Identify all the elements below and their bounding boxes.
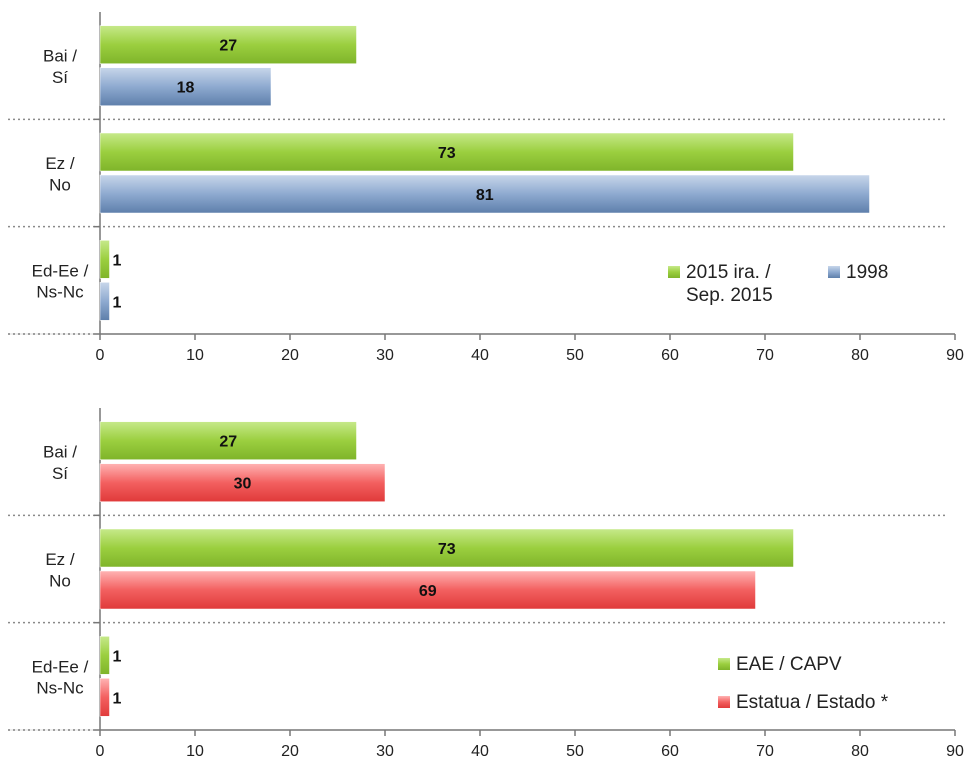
category-label: Ed-Ee / Ns-Nc (32, 261, 89, 301)
legend-label: EAE / CAPV (736, 654, 842, 675)
legend-label: 1998 (846, 262, 888, 283)
legend-swatch (718, 696, 730, 708)
category-label-line: Ns-Nc (36, 283, 84, 302)
bar (99, 240, 110, 279)
bar (99, 67, 272, 106)
bar (99, 174, 870, 214)
x-tick-label: 30 (376, 743, 394, 760)
category-label: Ez / No (45, 550, 75, 590)
bar (99, 132, 794, 172)
x-tick-label: 80 (851, 347, 869, 364)
category-label-line: Sí (52, 68, 68, 87)
category-label-line: Sí (52, 464, 68, 483)
x-tick-label: 90 (946, 743, 964, 760)
legend-swatch (668, 266, 680, 278)
x-tick-label: 70 (756, 347, 774, 364)
chart-panel-2: 0 10 20 30 40 50 60 70 80 90 Bai / Sí 27 30 Ez / No 73 69… (8, 408, 964, 760)
category-label-line: Ez / (45, 550, 75, 569)
category-label: Ez / No (45, 154, 75, 194)
bar (99, 25, 357, 64)
bar-value-label: 27 (219, 38, 237, 55)
x-tick-label: 60 (661, 743, 679, 760)
category-label-line: Ez / (45, 154, 75, 173)
legend-swatch (828, 266, 840, 278)
x-tick-label: 70 (756, 743, 774, 760)
category-label-line: No (49, 571, 71, 590)
legend-label-line: Sep. 2015 (686, 285, 773, 306)
legend-label: Estatua / Estado * (736, 692, 889, 713)
chart-panel-1: 0 10 20 30 40 50 60 70 80 90 Bai / Sí 27 18 Ez / No 73 81… (8, 12, 964, 364)
bar (99, 282, 110, 321)
x-tick-label: 50 (566, 347, 584, 364)
bar-value-label: 69 (419, 583, 437, 600)
category-label: Bai / Sí (43, 443, 77, 483)
category-label-line: Bai / (43, 47, 77, 66)
legend-swatch (718, 658, 730, 670)
category-label-line: No (49, 175, 71, 194)
bar (99, 678, 110, 717)
x-tick-label: 20 (281, 347, 299, 364)
bar-value-label: 1 (113, 294, 122, 311)
bar-value-label: 1 (113, 252, 122, 269)
bar (99, 421, 357, 460)
x-tick-label: 10 (186, 743, 204, 760)
bar-value-label: 73 (438, 541, 456, 558)
bar (99, 570, 756, 610)
bar-value-label: 18 (177, 80, 195, 97)
category-label-line: Ed-Ee / (32, 657, 89, 676)
x-tick-label: 30 (376, 347, 394, 364)
x-tick-label: 90 (946, 347, 964, 364)
bar-value-label: 27 (219, 434, 237, 451)
category-label-line: Ns-Nc (36, 679, 84, 698)
legend-label-line: 2015 ira. / (686, 262, 771, 283)
category-label: Bai / Sí (43, 47, 77, 87)
x-tick-label: 0 (96, 743, 105, 760)
bar (99, 528, 794, 568)
bar (99, 463, 386, 502)
x-tick-label: 80 (851, 743, 869, 760)
bar-value-label: 30 (234, 476, 252, 493)
bar-value-label: 1 (113, 690, 122, 707)
legend-label: 2015 ira. / Sep. 2015 (686, 262, 773, 306)
bar-value-label: 73 (438, 145, 456, 162)
x-tick-label: 20 (281, 743, 299, 760)
bar (99, 636, 110, 675)
x-tick-label: 40 (471, 743, 489, 760)
x-tick-label: 10 (186, 347, 204, 364)
x-tick-label: 40 (471, 347, 489, 364)
bar-value-label: 1 (113, 648, 122, 665)
category-label-line: Ed-Ee / (32, 261, 89, 280)
category-label-line: Bai / (43, 443, 77, 462)
x-tick-label: 50 (566, 743, 584, 760)
legend: 2015 ira. / Sep. 2015 1998 (668, 262, 888, 306)
x-tick-label: 0 (96, 347, 105, 364)
category-label: Ed-Ee / Ns-Nc (32, 657, 89, 697)
legend-label-line: 1998 (846, 262, 888, 283)
bar-value-label: 81 (476, 187, 494, 204)
legend: EAE / CAPV Estatua / Estado * (718, 654, 889, 713)
x-tick-label: 60 (661, 347, 679, 364)
